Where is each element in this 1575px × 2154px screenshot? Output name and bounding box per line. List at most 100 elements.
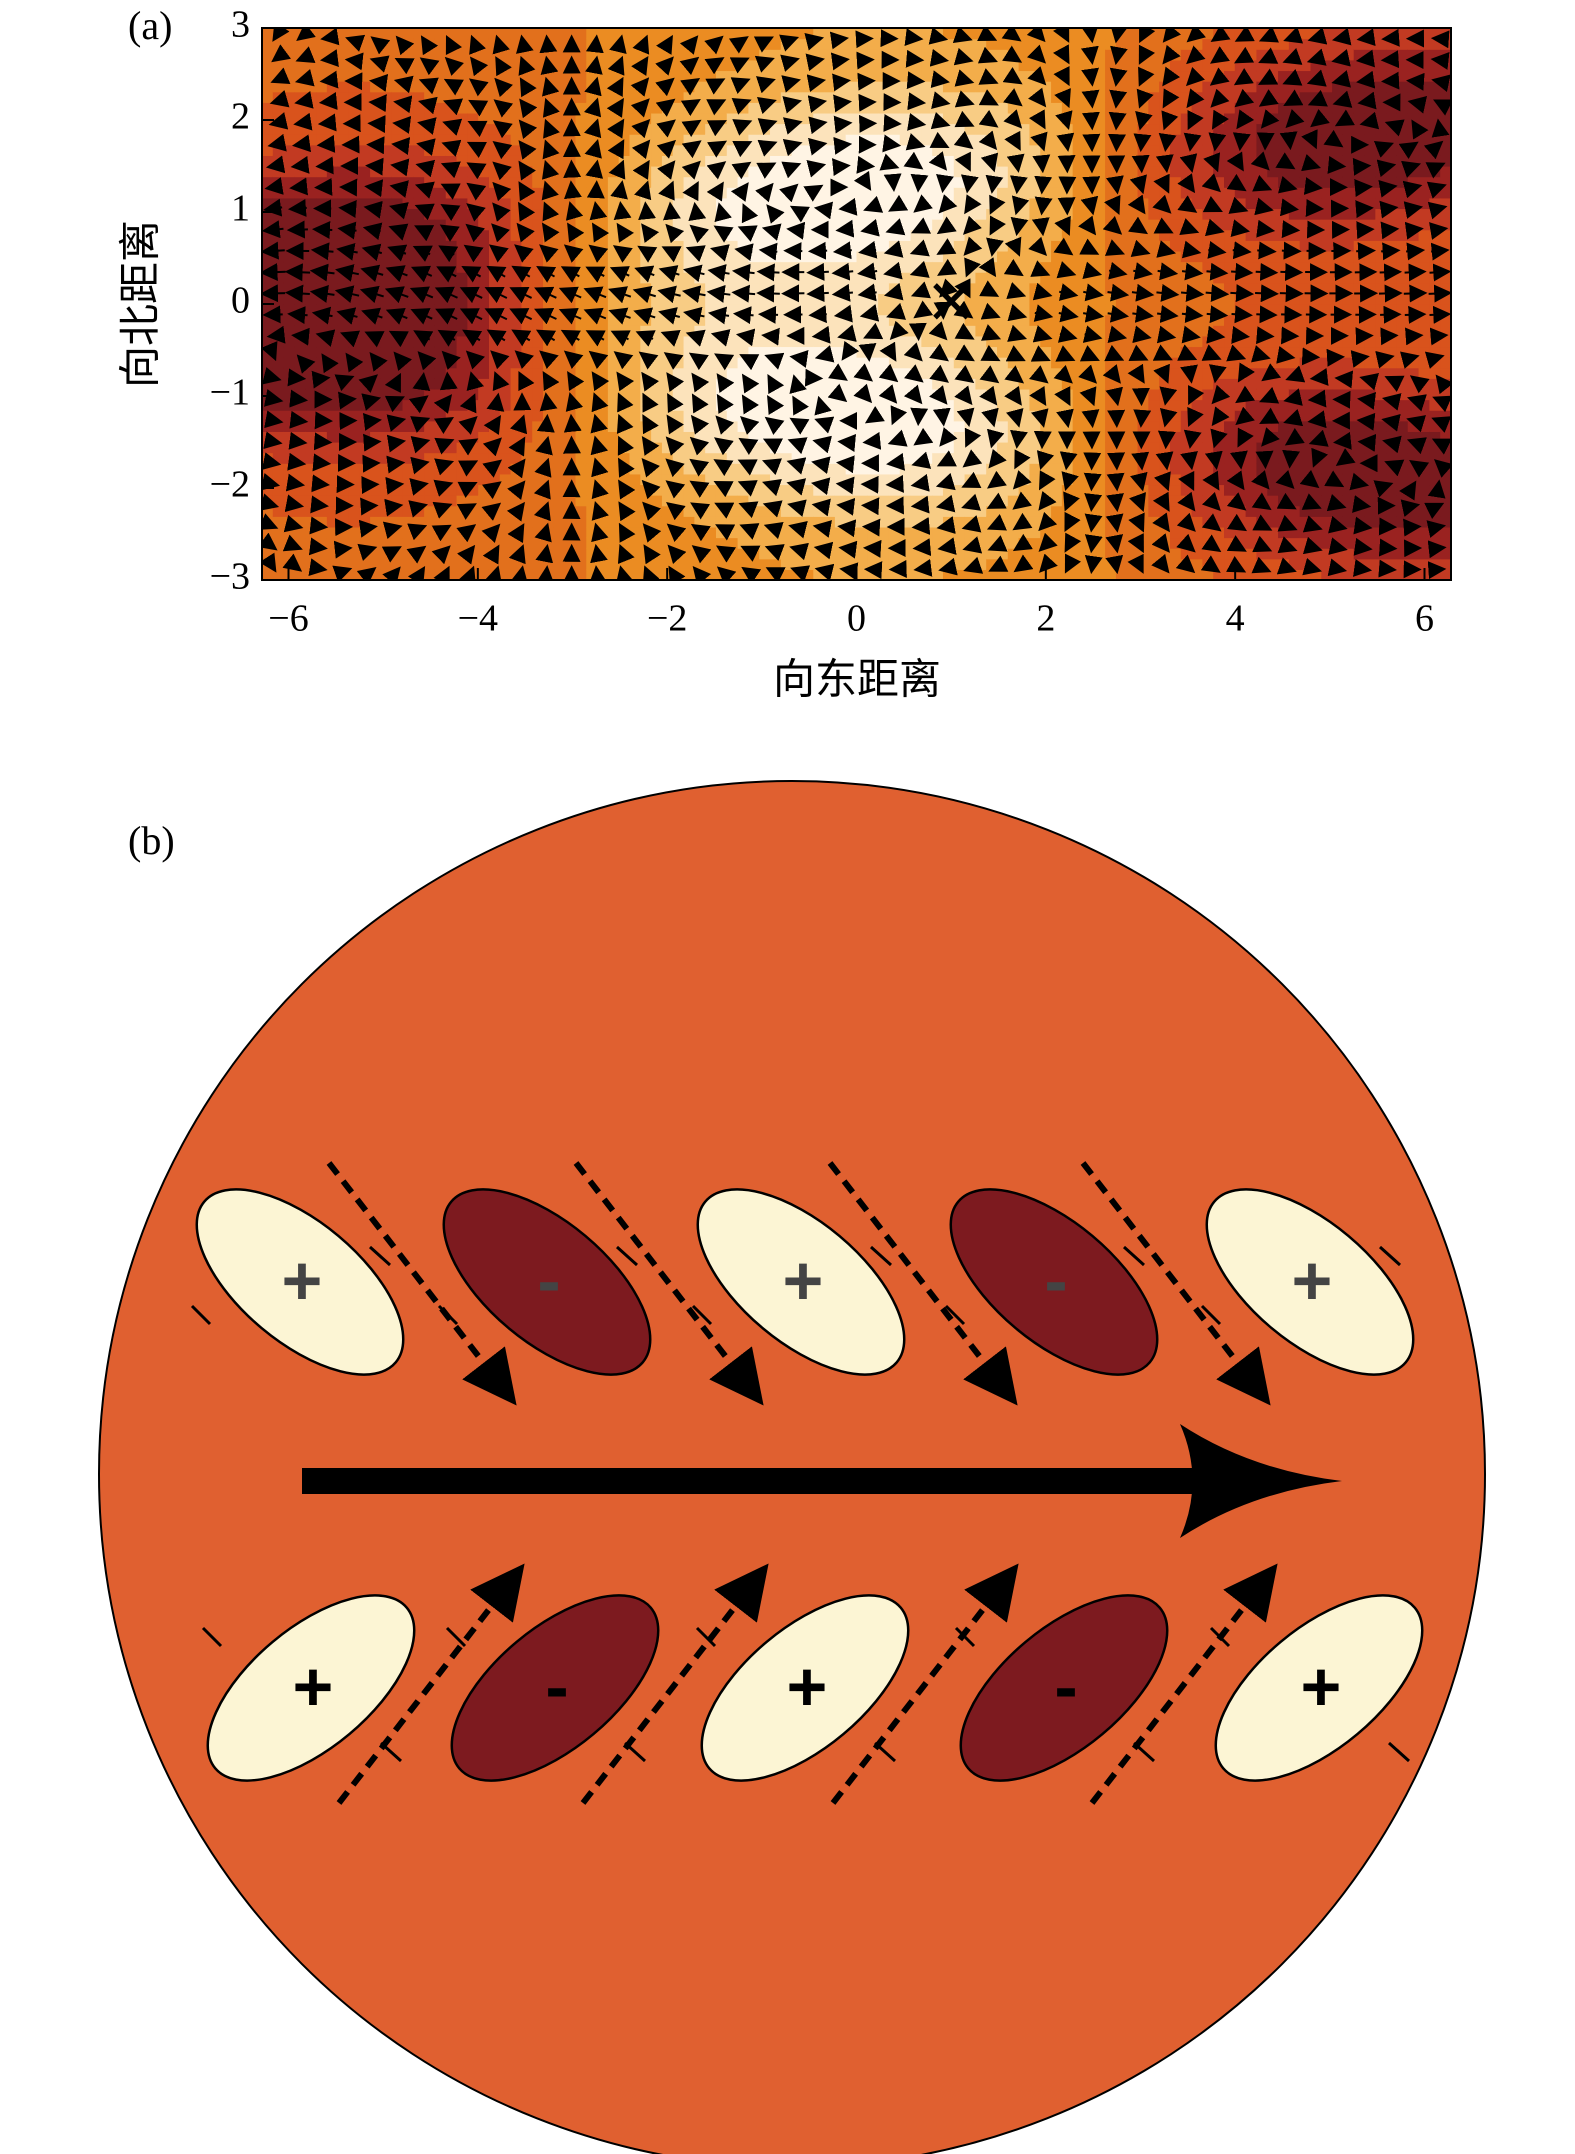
field-cell <box>1278 112 1290 125</box>
field-cell <box>478 304 490 316</box>
field-cell <box>986 38 998 50</box>
field-cell <box>791 81 804 93</box>
field-cell <box>845 569 858 580</box>
field-cell <box>380 219 393 231</box>
field-cell <box>316 102 328 114</box>
field-cell <box>575 346 587 358</box>
field-cell <box>888 28 901 40</box>
field-cell <box>1029 49 1041 61</box>
field-cell <box>402 91 414 103</box>
field-cell <box>1072 102 1085 114</box>
field-cell <box>802 463 814 475</box>
field-cell <box>413 59 425 72</box>
field-cell <box>1018 463 1031 475</box>
field-cell <box>770 537 782 549</box>
field-cell <box>348 399 360 411</box>
field-cell <box>759 49 771 61</box>
field-cell <box>337 431 350 443</box>
field-cell <box>888 166 901 178</box>
field-cell <box>305 70 317 82</box>
field-cell <box>478 240 490 252</box>
field-cell <box>726 473 739 486</box>
field-cell <box>618 378 631 390</box>
field-cell <box>878 569 890 580</box>
field-cell <box>1288 282 1301 294</box>
field-cell <box>867 155 879 167</box>
field-cell <box>294 314 306 326</box>
field-cell <box>532 346 544 358</box>
field-cell <box>910 123 922 135</box>
field-cell <box>326 558 339 570</box>
field-cell <box>543 410 555 422</box>
field-cell <box>932 293 944 305</box>
field-cell <box>737 399 750 411</box>
field-cell <box>1234 335 1247 348</box>
field-cell <box>921 229 933 241</box>
field-cell <box>683 81 695 93</box>
field-cell <box>1018 388 1031 401</box>
field-cell <box>942 367 955 379</box>
field-cell <box>748 197 760 210</box>
field-cell <box>348 516 360 528</box>
field-cell <box>1191 112 1203 125</box>
field-cell <box>867 38 879 50</box>
field-cell <box>878 495 890 507</box>
field-cell <box>834 399 847 411</box>
field-cell <box>802 91 814 103</box>
field-cell <box>997 282 1009 294</box>
field-cell <box>964 272 976 284</box>
field-cell <box>316 49 328 61</box>
field-cell <box>629 420 641 432</box>
field-cell <box>1191 526 1203 539</box>
field-cell <box>499 144 512 156</box>
field-cell <box>478 420 490 432</box>
field-cell <box>575 261 587 273</box>
field-cell <box>1245 537 1258 549</box>
field-cell <box>910 81 922 93</box>
field-cell <box>986 166 998 178</box>
field-cell <box>1126 495 1139 507</box>
field-cell <box>1018 112 1031 125</box>
field-cell <box>1202 70 1214 82</box>
field-cell <box>1180 91 1193 103</box>
field-cell <box>1159 314 1171 326</box>
field-cell <box>1061 38 1074 50</box>
field-cell <box>607 505 620 517</box>
field-cell <box>1267 250 1279 263</box>
field-cell <box>402 420 414 432</box>
field-cell <box>997 399 1009 411</box>
field-cell <box>942 463 955 475</box>
field-cell <box>370 144 382 156</box>
field-cell <box>921 155 933 167</box>
field-cell <box>770 81 782 93</box>
field-cell <box>402 399 414 411</box>
field-cell <box>780 70 793 82</box>
field-cell <box>834 505 847 517</box>
field-cell <box>802 516 814 528</box>
field-cell <box>1245 505 1258 517</box>
field-cell <box>770 335 782 348</box>
field-cell <box>413 558 425 570</box>
field-cell <box>564 81 577 93</box>
field-cell <box>348 431 360 443</box>
field-cell <box>813 410 825 422</box>
field-cell <box>780 526 793 539</box>
field-cell <box>942 346 955 358</box>
field-cell <box>1105 537 1117 549</box>
field-cell <box>424 558 436 570</box>
field-cell <box>305 187 317 199</box>
field-cell <box>1051 134 1063 146</box>
field-cell <box>1072 38 1085 50</box>
field-cell <box>1213 59 1225 72</box>
field-cell <box>953 272 966 284</box>
field-cell <box>705 70 717 82</box>
field-cell <box>878 49 890 61</box>
field-cell <box>672 410 685 422</box>
field-cell <box>759 28 771 40</box>
field-cell <box>651 123 663 135</box>
field-cell <box>1169 208 1182 220</box>
field-cell <box>824 112 836 125</box>
field-cell <box>629 102 641 114</box>
field-cell <box>359 473 371 486</box>
field-cell <box>478 346 490 358</box>
